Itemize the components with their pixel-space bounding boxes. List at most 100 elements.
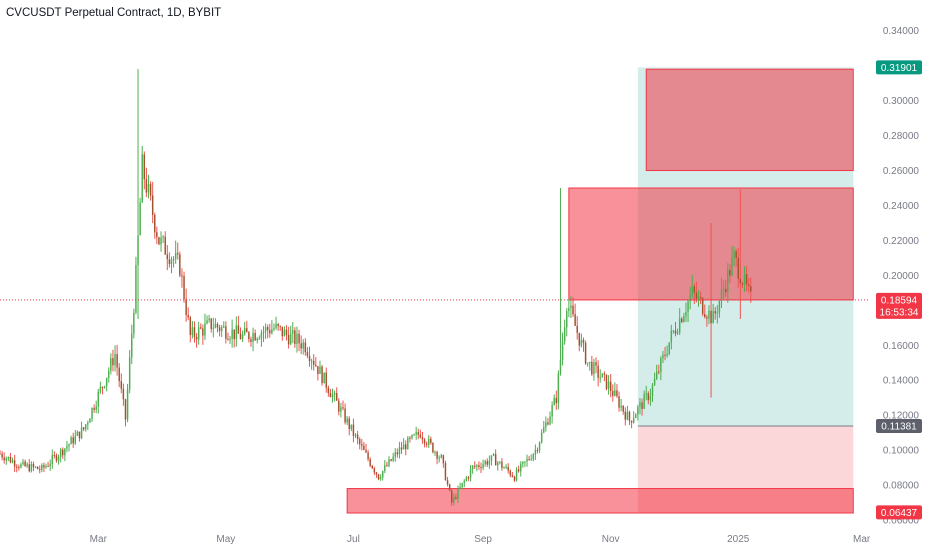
- price-axis[interactable]: 0.340000.320000.300000.280000.260000.240…: [883, 26, 920, 526]
- candle-body: [93, 407, 95, 410]
- price-tag-label: 0.06437: [881, 508, 918, 519]
- candle: [227, 332, 229, 341]
- candle: [534, 444, 537, 461]
- candle-body: [375, 472, 378, 475]
- time-tick-label: Nov: [602, 534, 620, 545]
- candle-body: [223, 326, 225, 328]
- candle-body: [448, 484, 451, 491]
- candle: [584, 340, 587, 365]
- candle: [718, 299, 721, 318]
- candle: [210, 317, 212, 333]
- candle-body: [668, 342, 670, 354]
- candle-body: [545, 422, 547, 428]
- candle-body: [716, 312, 719, 314]
- candle: [664, 346, 666, 361]
- candle-body: [122, 388, 125, 400]
- candle: [365, 443, 367, 454]
- candle: [342, 400, 344, 411]
- candle: [559, 188, 562, 376]
- candle: [612, 384, 614, 402]
- candle: [41, 463, 43, 473]
- candle-body: [269, 330, 271, 334]
- candle-body: [687, 301, 689, 312]
- candle: [563, 319, 566, 345]
- candle: [9, 452, 12, 464]
- candle: [15, 464, 18, 473]
- candle: [411, 434, 413, 440]
- candle-body: [724, 288, 727, 293]
- candle-body: [124, 399, 127, 420]
- candle: [750, 277, 752, 303]
- candle-body: [20, 464, 22, 468]
- candle-body: [28, 464, 31, 472]
- candle-body: [733, 251, 735, 259]
- candle-body: [488, 460, 491, 465]
- price-tick-label: 0.12000: [883, 411, 920, 422]
- candle-body: [440, 455, 443, 458]
- candle: [260, 329, 263, 347]
- candle-body: [614, 390, 616, 396]
- candle: [678, 308, 681, 336]
- candle: [697, 290, 700, 307]
- candle-body: [509, 470, 512, 476]
- candle: [574, 303, 576, 327]
- candle-body: [442, 455, 445, 464]
- candle-body: [660, 358, 662, 372]
- candle-body: [246, 328, 248, 333]
- candle-body: [99, 386, 102, 392]
- candle-body: [517, 469, 520, 472]
- candle-body: [30, 463, 33, 472]
- candle-body: [66, 446, 68, 449]
- candle-body: [296, 333, 298, 345]
- candle-body: [419, 434, 422, 438]
- candle-body: [218, 327, 221, 331]
- candle: [248, 330, 250, 343]
- candle-body: [394, 452, 396, 457]
- candle: [18, 464, 20, 471]
- candle: [453, 493, 455, 506]
- candle: [423, 438, 426, 448]
- candle: [561, 332, 564, 366]
- candle: [78, 431, 81, 442]
- candle-body: [162, 236, 164, 238]
- candle-body: [24, 461, 26, 467]
- candle-body: [103, 386, 106, 388]
- candle: [285, 325, 288, 341]
- candle-body: [522, 461, 524, 464]
- candle: [536, 447, 539, 454]
- candle-body: [499, 461, 501, 463]
- candle: [344, 403, 346, 425]
- candle-body: [505, 466, 507, 468]
- candle: [45, 463, 47, 469]
- candle: [589, 361, 591, 371]
- candle: [200, 323, 202, 330]
- candle-body: [693, 286, 696, 293]
- time-axis[interactable]: Mar May Jul Sep Nov 2025 Mar: [90, 534, 871, 545]
- candle: [394, 448, 396, 462]
- candle: [672, 329, 675, 334]
- candle-body: [390, 459, 392, 461]
- candle: [235, 316, 238, 347]
- candle-body: [110, 358, 112, 371]
- candle-body: [622, 405, 624, 412]
- candle-body: [455, 497, 457, 499]
- candle: [82, 427, 85, 432]
- candle: [241, 330, 244, 342]
- candle: [214, 318, 217, 329]
- candle-body: [300, 343, 302, 349]
- price-tag-label: 0.11381: [881, 421, 917, 432]
- candle: [538, 441, 541, 454]
- candle-body: [101, 386, 104, 388]
- candle: [693, 283, 696, 304]
- candle: [298, 329, 300, 352]
- candle-body: [381, 470, 384, 478]
- candle: [177, 242, 179, 260]
- candle: [377, 473, 380, 481]
- candle-body: [248, 332, 250, 340]
- candle-body: [482, 464, 484, 468]
- candle-body: [714, 311, 716, 314]
- candle-body: [273, 327, 275, 330]
- candle: [438, 455, 440, 463]
